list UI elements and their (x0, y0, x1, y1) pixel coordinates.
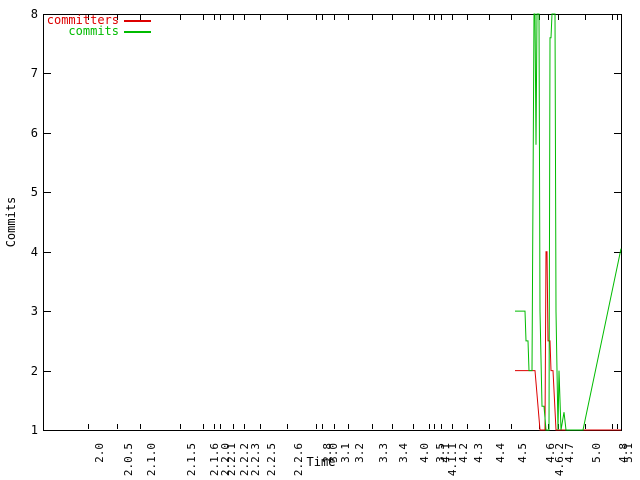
legend-line-swatch-commits (124, 30, 151, 33)
y-tick-label: 6 (30, 126, 38, 140)
y-tick-label: 8 (30, 7, 38, 21)
y-tick-label: 5 (30, 185, 38, 199)
legend-label-commits: commits (68, 24, 119, 38)
y-tick-label: 2 (30, 364, 38, 378)
legend-line-swatch-committers (124, 19, 151, 22)
legend-label-committers: committers (46, 13, 119, 27)
legend: committers commits (43, 13, 151, 38)
y-tick-label: 4 (30, 245, 38, 259)
y-tick-label: 7 (30, 66, 38, 80)
y-tick-label: 1 (30, 423, 38, 437)
series-line-committers (515, 251, 621, 431)
plot-border (43, 14, 622, 431)
legend-item-committers: committers (43, 13, 151, 27)
y-axis-title: Commits (4, 196, 18, 248)
series-line-commits (515, 13, 622, 431)
y-tick-label: 3 (30, 304, 38, 318)
legend-item-commits: commits (43, 24, 151, 38)
x-axis-title: Time (306, 455, 336, 469)
